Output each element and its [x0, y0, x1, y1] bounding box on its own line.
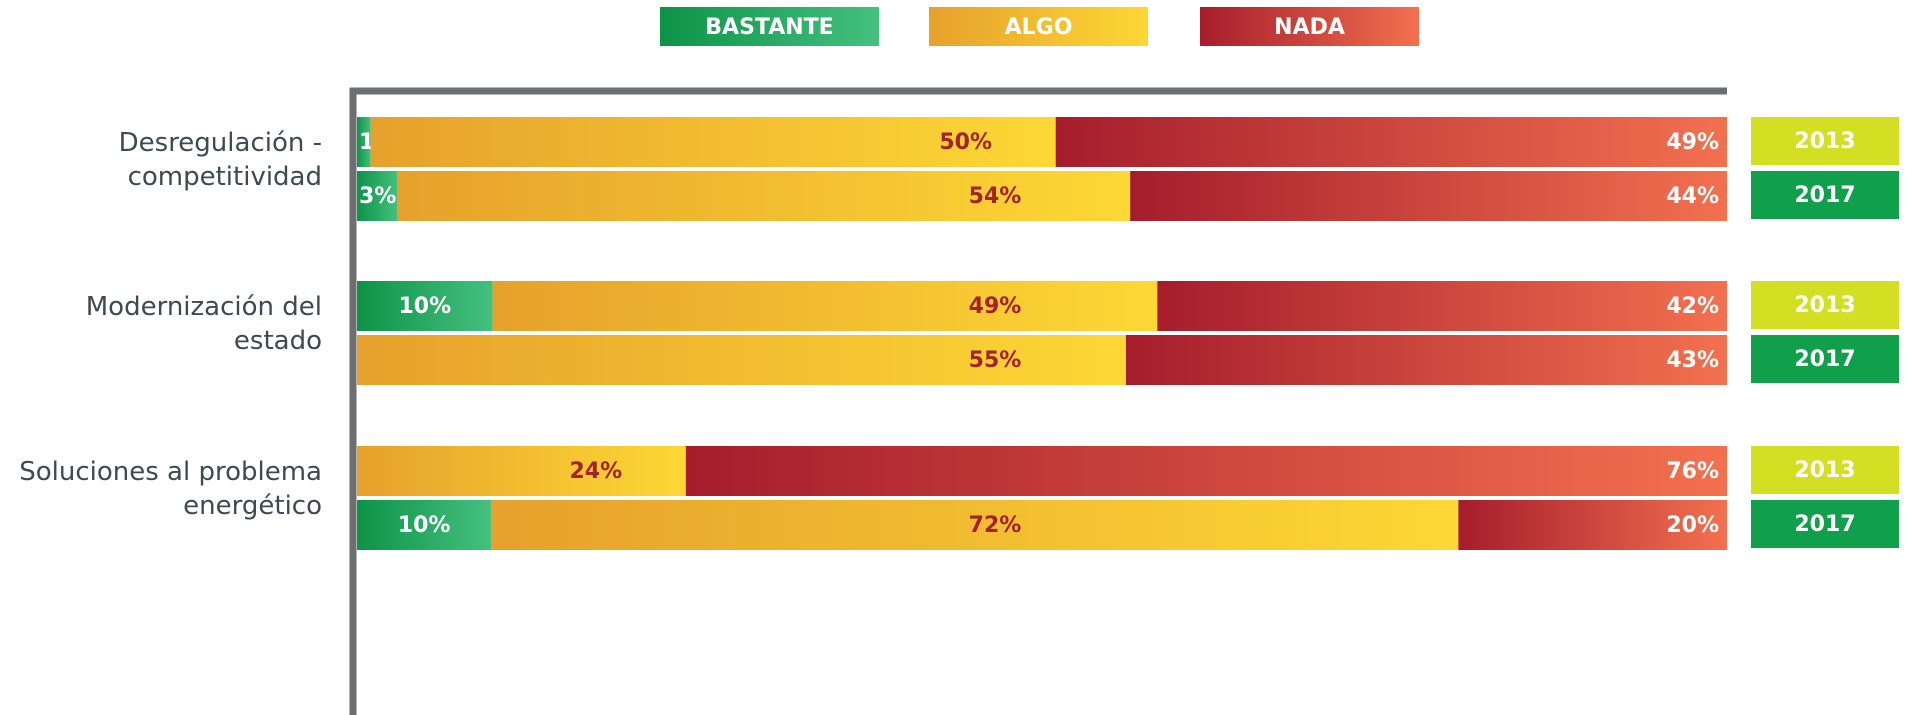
- year-label: 2017: [1794, 347, 1855, 372]
- year-label: 2013: [1794, 129, 1855, 154]
- value-label: 55%: [969, 348, 1022, 373]
- category-label: Soluciones al problema energético: [19, 457, 322, 521]
- value-label: 42%: [1666, 294, 1719, 319]
- bar-segment: [491, 500, 1459, 550]
- value-label: 10%: [398, 513, 451, 538]
- value-label: 49%: [969, 294, 1022, 319]
- bar-segment: [492, 281, 1158, 331]
- year-badge: [1751, 446, 1899, 494]
- bar-segment: [1157, 281, 1727, 331]
- legend-label: ALGO: [1005, 15, 1073, 40]
- year-badge: [1751, 500, 1899, 548]
- value-label: 20%: [1666, 513, 1719, 538]
- legend-label: NADA: [1274, 15, 1345, 40]
- year-label: 2013: [1794, 458, 1855, 483]
- bar-segment: [357, 171, 398, 221]
- value-label: 76%: [1666, 459, 1719, 484]
- bar-segment: [685, 446, 1727, 496]
- year-label: 2017: [1794, 512, 1855, 537]
- value-label: 72%: [969, 513, 1022, 538]
- year-label: 2013: [1794, 293, 1855, 318]
- bar-segment: [357, 281, 493, 331]
- bar-segment: [1130, 171, 1727, 221]
- bar-segment: [357, 446, 686, 496]
- value-label: 49%: [1666, 130, 1719, 155]
- value-label: 24%: [569, 459, 622, 484]
- bar-segment: [1055, 117, 1727, 167]
- category-label: Desregulación - competitividad: [118, 128, 322, 192]
- legend-swatch: [929, 7, 1148, 46]
- category-label: Modernización del estado: [85, 292, 322, 356]
- value-label: 50%: [939, 130, 992, 155]
- legend-swatch: [660, 7, 879, 46]
- value-label: 10%: [398, 294, 451, 319]
- year-badge: [1751, 171, 1899, 219]
- value-label: 54%: [969, 184, 1022, 209]
- value-label: 43%: [1666, 348, 1719, 373]
- value-label: 44%: [1666, 184, 1719, 209]
- bar-segment: [357, 500, 492, 550]
- bar-segment: [1458, 500, 1727, 550]
- year-label: 2017: [1794, 183, 1855, 208]
- year-badge: [1751, 281, 1899, 329]
- bar-segment: [1125, 335, 1727, 385]
- year-badge: [1751, 117, 1899, 165]
- legend-swatch: [1200, 7, 1419, 46]
- bar-segment: [397, 171, 1131, 221]
- bar-segment: [370, 117, 1056, 167]
- legend-label: BASTANTE: [705, 15, 833, 40]
- year-badge: [1751, 335, 1899, 383]
- bar-segment: [357, 117, 371, 167]
- bar-segment: [357, 335, 1126, 385]
- value-label: 3%: [359, 184, 396, 209]
